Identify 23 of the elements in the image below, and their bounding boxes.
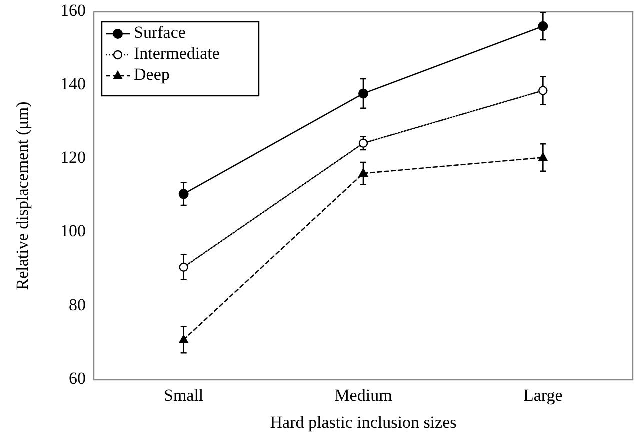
y-tick-label: 120: [60, 148, 86, 168]
point: [358, 138, 368, 148]
y-tick-label: 80: [69, 295, 86, 314]
legend-label: Deep: [134, 64, 170, 84]
legend-label: Intermediate: [134, 44, 220, 63]
y-tick-label: 100: [60, 222, 86, 241]
y-tick-label: 60: [69, 368, 86, 388]
point: [358, 168, 368, 178]
point: [178, 189, 189, 200]
y-tick-label: 140: [60, 74, 86, 94]
point: [179, 262, 188, 272]
point: [538, 152, 548, 162]
point: [538, 86, 548, 96]
legend-label: Surface: [134, 22, 186, 42]
x-axis-title: Hard plastic inclusion sizes: [270, 413, 457, 432]
y-axis-title: Relative displacement (μm): [13, 102, 32, 290]
point: [358, 88, 368, 99]
x-tick-label: Small: [164, 386, 204, 405]
point: [538, 21, 548, 32]
y-tick-label: 160: [60, 0, 86, 20]
point: [178, 334, 189, 344]
x-tick-label: Large: [523, 386, 563, 405]
x-tick-label: Medium: [334, 386, 392, 405]
